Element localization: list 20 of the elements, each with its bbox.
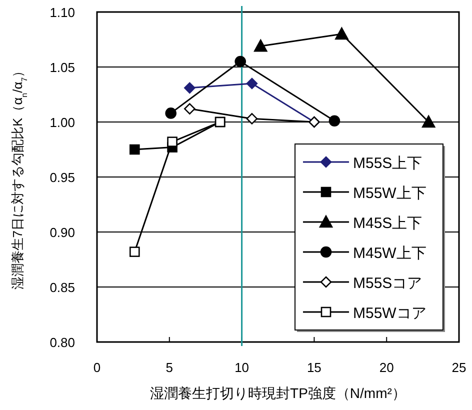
y-tick-label: 1.05 bbox=[50, 60, 75, 75]
legend-label: M45S上下 bbox=[353, 215, 422, 232]
y-tick-label: 0.90 bbox=[50, 225, 75, 240]
legend-label: M45W上下 bbox=[353, 245, 426, 262]
x-tick-label: 0 bbox=[93, 360, 101, 375]
x-tick-label: 10 bbox=[234, 360, 250, 375]
y-tick-label: 1.10 bbox=[50, 5, 75, 20]
y-tick-label: 0.85 bbox=[50, 280, 75, 295]
x-axis-title: 湿潤養生打切り時現封TP強度（N/mm²） bbox=[150, 385, 406, 401]
y-tick-label: 0.95 bbox=[50, 170, 75, 185]
legend-label: M55W上下 bbox=[353, 185, 426, 202]
legend-label: M55Sコア bbox=[353, 275, 422, 292]
x-tick-label: 20 bbox=[379, 360, 394, 375]
x-tick-label: 15 bbox=[306, 360, 322, 375]
y-tick-label: 0.80 bbox=[50, 335, 75, 350]
y-tick-label: 1.00 bbox=[50, 115, 75, 130]
x-tick-label: 25 bbox=[452, 360, 466, 375]
x-tick-label: 5 bbox=[166, 360, 174, 375]
legend-label: M55Wコア bbox=[353, 305, 426, 322]
legend-label: M55S上下 bbox=[353, 155, 422, 172]
